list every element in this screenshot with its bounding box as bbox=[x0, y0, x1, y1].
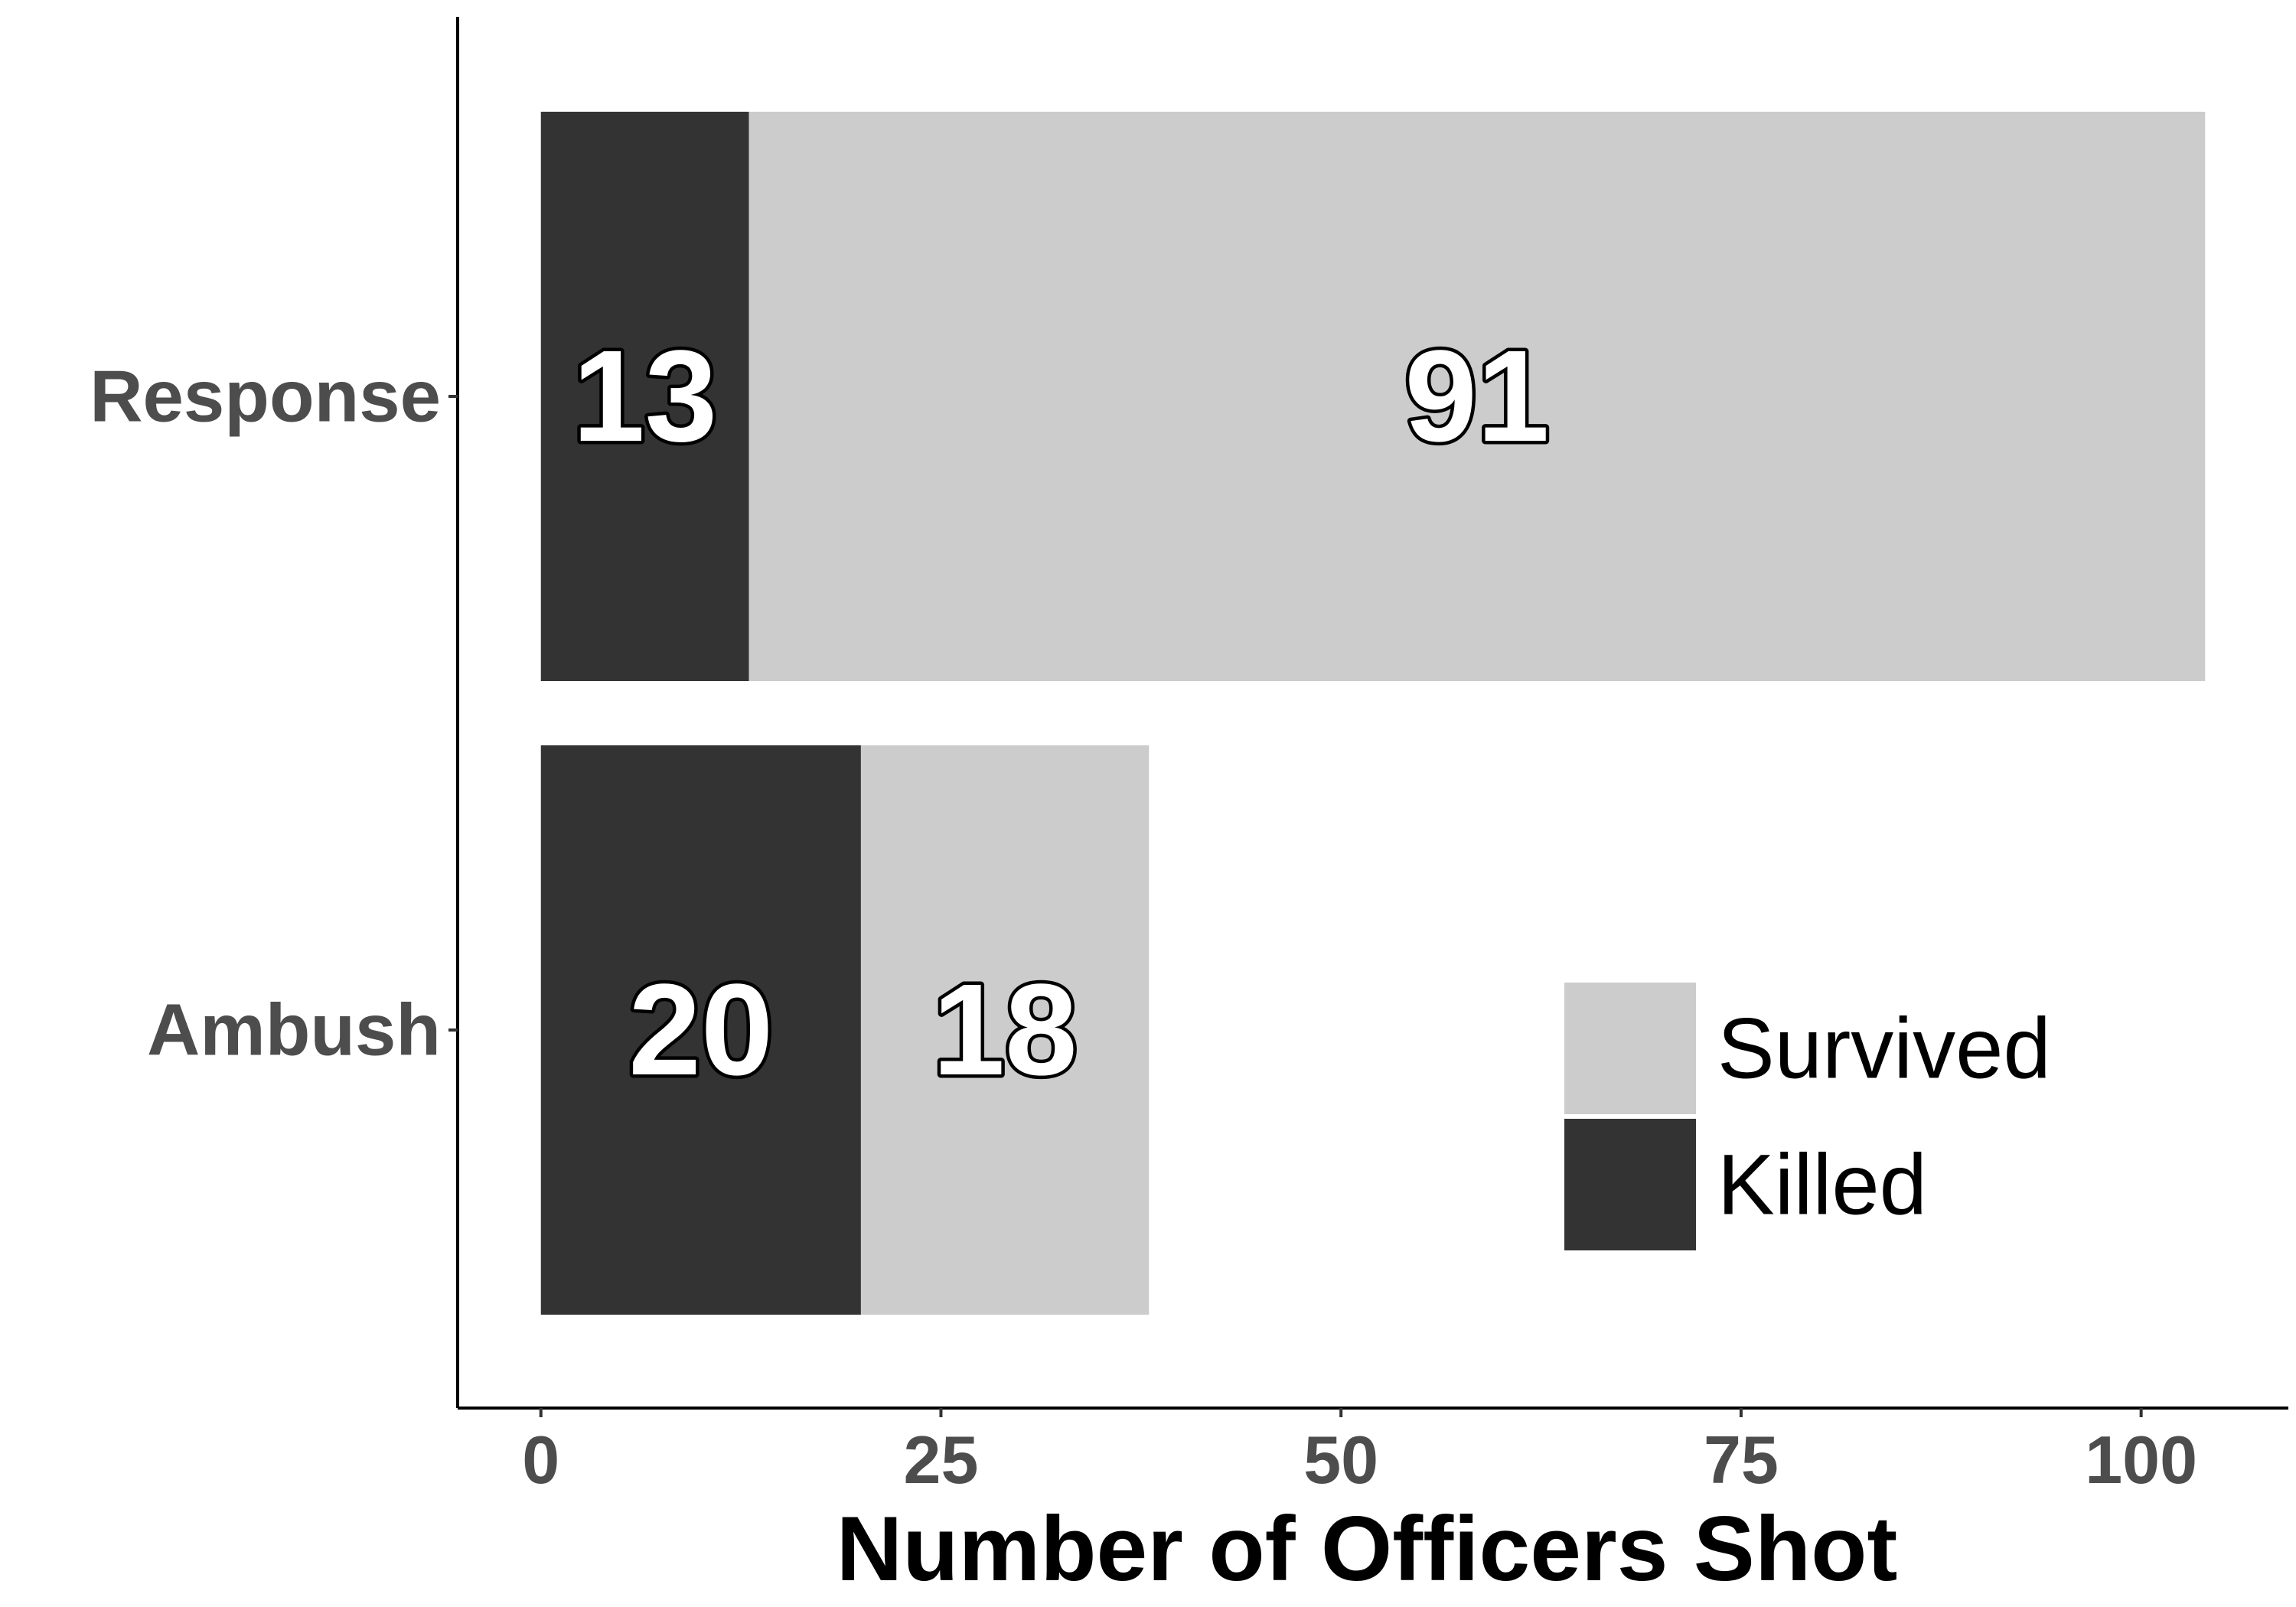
data-label-ambush-killed: 20 bbox=[628, 957, 773, 1103]
data-label-ambush-survived: 18 bbox=[933, 957, 1078, 1103]
bar-response-survived bbox=[748, 112, 2206, 681]
x-axis-title: Number of Officers Shot bbox=[837, 1498, 1898, 1600]
bar-response-killed bbox=[540, 112, 749, 681]
data-labels-layer: 13 91 20 18 bbox=[569, 321, 1553, 1107]
y-axis-ticks: Response Ambush bbox=[90, 356, 458, 1071]
x-tick-label-75: 75 bbox=[1704, 1422, 1779, 1498]
data-label-response-killed: 13 bbox=[572, 324, 717, 469]
x-axis-ticks: 0 25 50 75 100 bbox=[522, 1408, 2197, 1498]
x-tick-label-25: 25 bbox=[904, 1422, 979, 1498]
bars-layer bbox=[540, 112, 2206, 1315]
x-tick-label-100: 100 bbox=[2085, 1422, 2197, 1498]
legend-key-killed bbox=[1564, 1119, 1696, 1250]
legend-label-survived: Survived bbox=[1717, 1001, 2051, 1097]
bar-ambush-survived bbox=[860, 745, 1150, 1315]
legend-label-killed: Killed bbox=[1717, 1137, 1927, 1233]
legend-key-survived bbox=[1564, 983, 1696, 1114]
legend: Survived Killed bbox=[1564, 983, 2051, 1250]
data-label-response-survived: 91 bbox=[1404, 324, 1549, 469]
y-tick-label-response: Response bbox=[90, 356, 441, 438]
x-tick-label-0: 0 bbox=[522, 1422, 559, 1498]
bar-ambush-killed bbox=[540, 745, 861, 1315]
x-tick-label-50: 50 bbox=[1303, 1422, 1378, 1498]
y-tick-label-ambush: Ambush bbox=[147, 989, 441, 1071]
